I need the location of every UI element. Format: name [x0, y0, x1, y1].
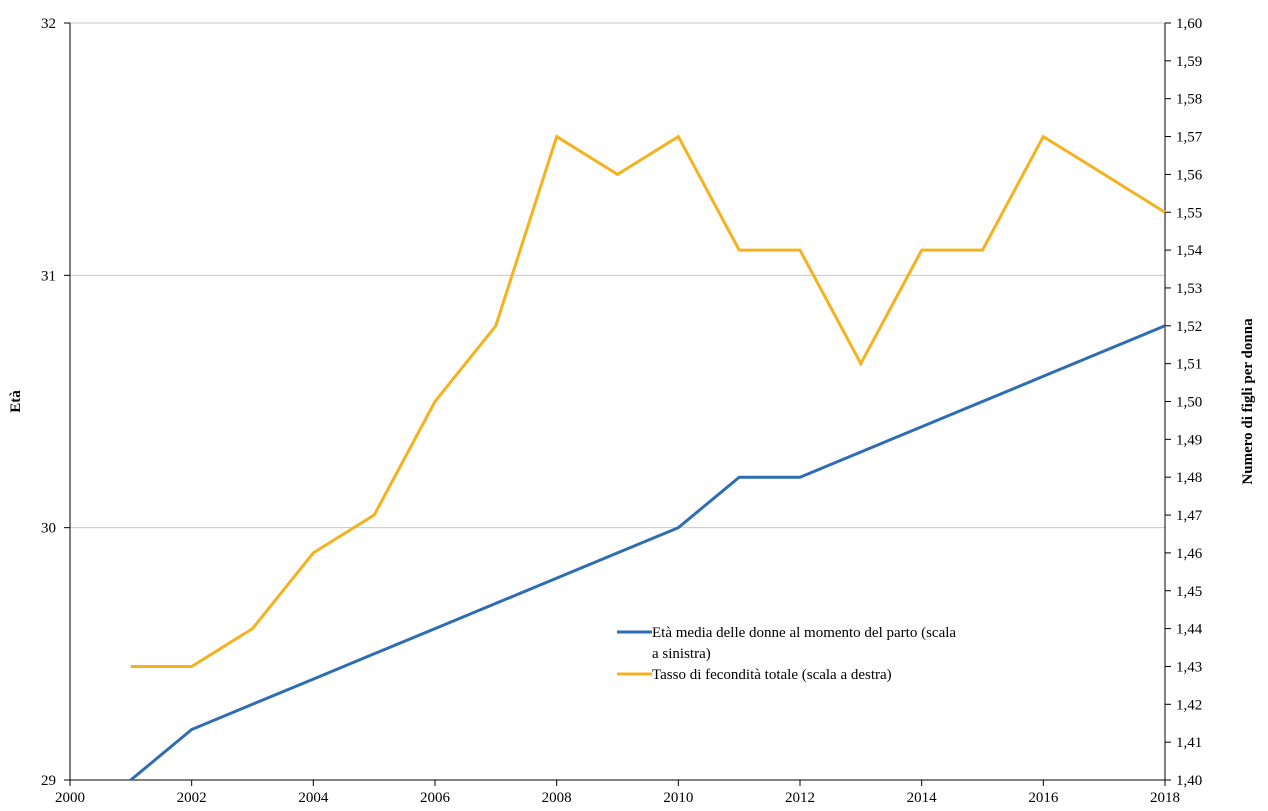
series-lines [129, 134, 1166, 782]
left-y-tick-label: 32 [41, 16, 56, 32]
x-tick-label: 2014 [907, 790, 938, 806]
x-tick-label: 2006 [420, 790, 451, 806]
x-tick-label: 2018 [1150, 790, 1180, 806]
right-y-tick-label: 1,46 [1176, 546, 1203, 562]
x-tick-label: 2016 [1028, 790, 1059, 806]
right-y-tick-label: 1,52 [1176, 319, 1202, 335]
right-y-tick-label: 1,54 [1176, 243, 1203, 259]
x-axis-ticks: 2000 2002 2004 2006 2008 2010 2012 2014 2016 2018 [55, 780, 1180, 806]
legend: Età media delle donne al momento del par… [617, 625, 956, 683]
left-y-tick-label: 30 [41, 521, 56, 537]
left-y-axis-ticks: 29 30 31 32 [41, 16, 70, 789]
right-y-tick-label: 1,50 [1176, 395, 1202, 411]
x-tick-label: 2008 [542, 790, 572, 806]
x-tick-label: 2010 [663, 790, 693, 806]
x-tick-label: 2012 [785, 790, 815, 806]
right-y-tick-label: 1,43 [1176, 659, 1202, 675]
legend-label: a sinistra) [652, 646, 711, 662]
right-y-tick-label: 1,42 [1176, 697, 1202, 713]
x-tick-label: 2000 [55, 790, 85, 806]
right-y-tick-label: 1,56 [1176, 167, 1203, 183]
right-y-tick-label: 1,58 [1176, 92, 1202, 108]
right-y-axis-title: Numero di figli per donna [1240, 318, 1256, 485]
left-y-axis-title: Età [8, 390, 24, 413]
x-tick-label: 2002 [177, 790, 207, 806]
fertility-rate-series-line [130, 134, 1166, 668]
x-tick-label: 2004 [298, 790, 329, 806]
right-y-tick-label: 1,49 [1176, 432, 1202, 448]
right-y-tick-label: 1,60 [1176, 16, 1202, 32]
right-y-tick-label: 1,48 [1176, 470, 1202, 486]
right-y-tick-label: 1,55 [1176, 205, 1202, 221]
right-y-tick-label: 1,44 [1176, 622, 1203, 638]
legend-label: Tasso di fecondità totale (scala a destr… [652, 667, 892, 683]
axes [69, 23, 1166, 781]
right-y-tick-label: 1,53 [1176, 281, 1202, 297]
legend-label: Età media delle donne al momento del par… [652, 625, 956, 641]
right-y-tick-label: 1,41 [1176, 735, 1202, 751]
right-y-axis-ticks: 1,40 1,41 1,42 1,43 1,44 1,45 1,46 1,47 1,48 1,49… [1165, 16, 1203, 789]
gridlines [70, 22, 1165, 781]
mean-age-series-line [129, 324, 1166, 782]
left-y-tick-label: 29 [41, 773, 56, 789]
left-y-tick-label: 31 [41, 268, 56, 284]
right-y-tick-label: 1,59 [1176, 54, 1202, 70]
right-y-tick-label: 1,57 [1176, 130, 1203, 146]
right-y-tick-label: 1,40 [1176, 773, 1202, 789]
right-y-tick-label: 1,51 [1176, 357, 1202, 373]
right-y-tick-label: 1,45 [1176, 584, 1202, 600]
right-y-tick-label: 1,47 [1176, 508, 1203, 524]
